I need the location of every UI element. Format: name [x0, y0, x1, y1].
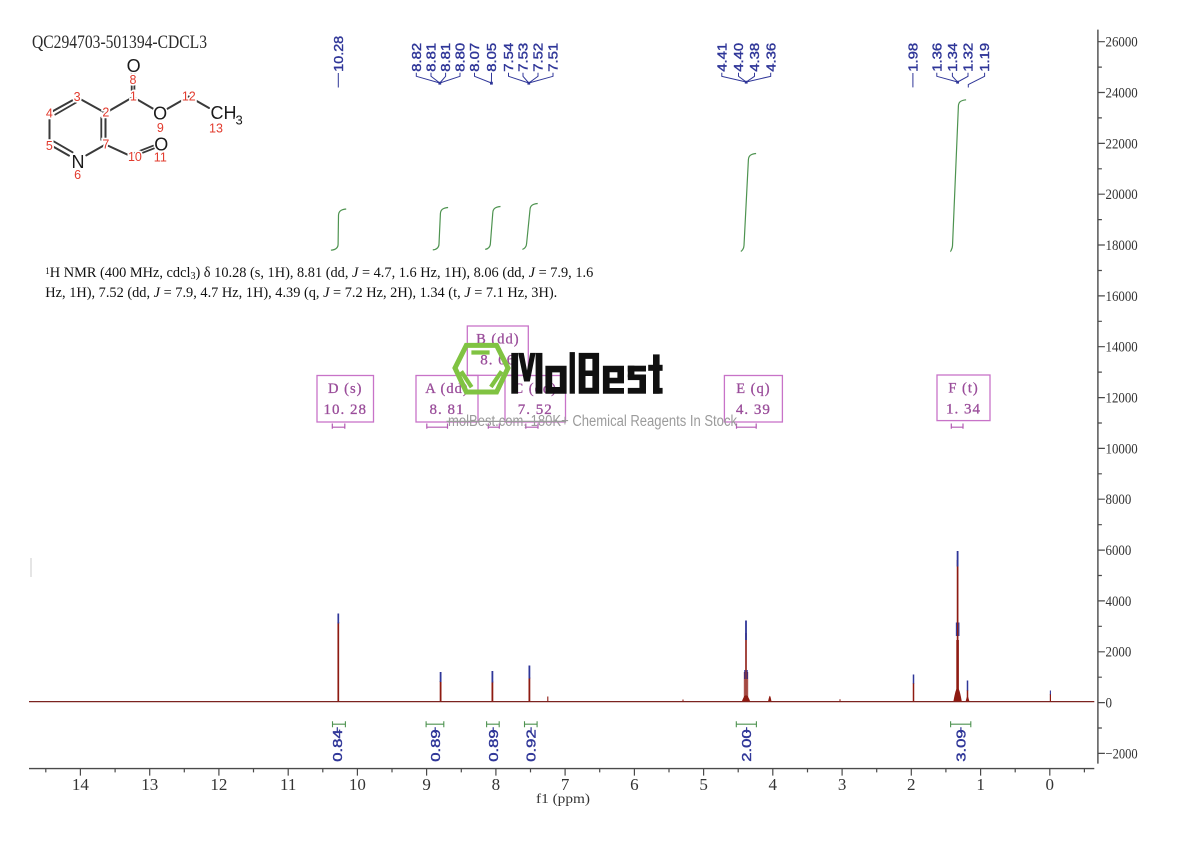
svg-text:6000: 6000 — [1106, 543, 1132, 559]
svg-text:6: 6 — [74, 168, 81, 182]
svg-text:8: 8 — [130, 73, 137, 87]
svg-text:14000: 14000 — [1106, 340, 1138, 356]
svg-text:O: O — [153, 103, 167, 123]
svg-text:2: 2 — [907, 775, 916, 794]
svg-text:8.81: 8.81 — [424, 43, 439, 72]
svg-text:CH: CH — [211, 103, 237, 123]
svg-text:4: 4 — [46, 106, 53, 120]
svg-text:7.53: 7.53 — [516, 43, 531, 72]
svg-text:11: 11 — [154, 150, 167, 164]
svg-text:3: 3 — [838, 775, 847, 794]
svg-text:1: 1 — [976, 775, 985, 794]
svg-text:QC294703-501394-CDCL3: QC294703-501394-CDCL3 — [32, 32, 207, 53]
svg-text:F (t): F (t) — [948, 381, 978, 397]
svg-text:9: 9 — [157, 121, 164, 135]
svg-text:4000: 4000 — [1106, 594, 1132, 610]
svg-text:2: 2 — [102, 106, 109, 120]
svg-text:7: 7 — [561, 775, 570, 794]
svg-text:0.92: 0.92 — [524, 729, 539, 762]
svg-text:4.41: 4.41 — [714, 43, 729, 72]
svg-text:6: 6 — [630, 775, 639, 794]
svg-text:24000: 24000 — [1106, 85, 1138, 101]
svg-text:11: 11 — [280, 775, 296, 794]
svg-text:7. 52: 7. 52 — [518, 402, 553, 418]
svg-text:22000: 22000 — [1106, 136, 1138, 152]
svg-text:8.82: 8.82 — [409, 43, 424, 72]
svg-text:8. 81: 8. 81 — [430, 402, 465, 418]
svg-text:0.89: 0.89 — [486, 729, 501, 762]
svg-text:10.28: 10.28 — [331, 36, 346, 72]
svg-text:Hz, 1H), 7.52 (dd, J = 7.9, 4.: Hz, 1H), 7.52 (dd, J = 7.9, 4.7 Hz, 1H),… — [45, 285, 557, 301]
svg-text:26000: 26000 — [1106, 35, 1138, 51]
svg-text:0: 0 — [1106, 696, 1113, 712]
svg-text:molBest.com, 180K+ Chemical Re: molBest.com, 180K+ Chemical Reagents In … — [448, 413, 737, 430]
svg-text:A (dd): A (dd) — [425, 381, 468, 397]
svg-text:10: 10 — [128, 150, 142, 164]
svg-text:0: 0 — [1046, 775, 1055, 794]
svg-text:3: 3 — [236, 113, 243, 128]
svg-text:7.52: 7.52 — [531, 43, 546, 72]
svg-text:7: 7 — [102, 137, 109, 151]
svg-text:10: 10 — [349, 775, 366, 794]
svg-text:3.09: 3.09 — [954, 729, 969, 762]
svg-text:12: 12 — [182, 90, 196, 104]
svg-text:1.98: 1.98 — [906, 43, 921, 72]
svg-text:9: 9 — [422, 775, 431, 794]
svg-text:E (q): E (q) — [736, 381, 770, 397]
svg-text:0.84: 0.84 — [330, 729, 345, 762]
svg-text:12: 12 — [210, 775, 227, 794]
svg-text:O: O — [127, 56, 141, 76]
svg-text:1.34: 1.34 — [945, 43, 960, 72]
svg-text:2000: 2000 — [1106, 645, 1132, 661]
svg-text:N: N — [72, 152, 85, 172]
svg-text:5: 5 — [46, 139, 53, 153]
svg-text:8. 06: 8. 06 — [480, 353, 515, 369]
svg-text:1: 1 — [130, 90, 137, 104]
svg-text:3: 3 — [74, 90, 81, 104]
svg-text:4. 39: 4. 39 — [736, 402, 771, 418]
svg-text:14: 14 — [72, 775, 90, 794]
svg-text:7.54: 7.54 — [501, 43, 516, 72]
svg-text:1H NMR (400 MHz, cdcl3) δ 10.2: 1H NMR (400 MHz, cdcl3) δ 10.28 (s, 1H),… — [45, 265, 593, 282]
svg-text:D (s): D (s) — [328, 381, 362, 397]
svg-text:4.40: 4.40 — [731, 43, 746, 72]
svg-text:O: O — [154, 135, 168, 155]
svg-text:13: 13 — [209, 122, 223, 136]
svg-text:12000: 12000 — [1106, 391, 1138, 407]
svg-text:−2000: −2000 — [1106, 746, 1138, 762]
svg-text:1.32: 1.32 — [961, 43, 976, 72]
svg-text:1. 34: 1. 34 — [946, 402, 981, 418]
svg-text:0.89: 0.89 — [428, 729, 443, 762]
svg-text:16000: 16000 — [1106, 289, 1138, 305]
svg-text:4.36: 4.36 — [763, 43, 778, 72]
svg-text:20000: 20000 — [1106, 187, 1138, 203]
svg-text:8.80: 8.80 — [453, 43, 468, 72]
svg-text:f1 (ppm): f1 (ppm) — [536, 792, 590, 807]
svg-text:1.19: 1.19 — [977, 43, 992, 72]
svg-text:7.51: 7.51 — [546, 43, 561, 72]
svg-text:18000: 18000 — [1106, 238, 1138, 254]
svg-text:8.07: 8.07 — [467, 43, 482, 72]
svg-text:10. 28: 10. 28 — [324, 402, 368, 418]
svg-text:4.38: 4.38 — [747, 43, 762, 72]
svg-text:13: 13 — [141, 775, 158, 794]
svg-text:2.00: 2.00 — [739, 729, 754, 762]
svg-text:8.05: 8.05 — [484, 43, 499, 72]
svg-text:8.81: 8.81 — [438, 43, 453, 72]
svg-text:8: 8 — [492, 775, 501, 794]
svg-text:4: 4 — [769, 775, 778, 794]
svg-text:1.36: 1.36 — [929, 43, 944, 72]
svg-text:5: 5 — [699, 775, 708, 794]
svg-text:10000: 10000 — [1106, 441, 1138, 457]
svg-text:8000: 8000 — [1106, 492, 1132, 508]
